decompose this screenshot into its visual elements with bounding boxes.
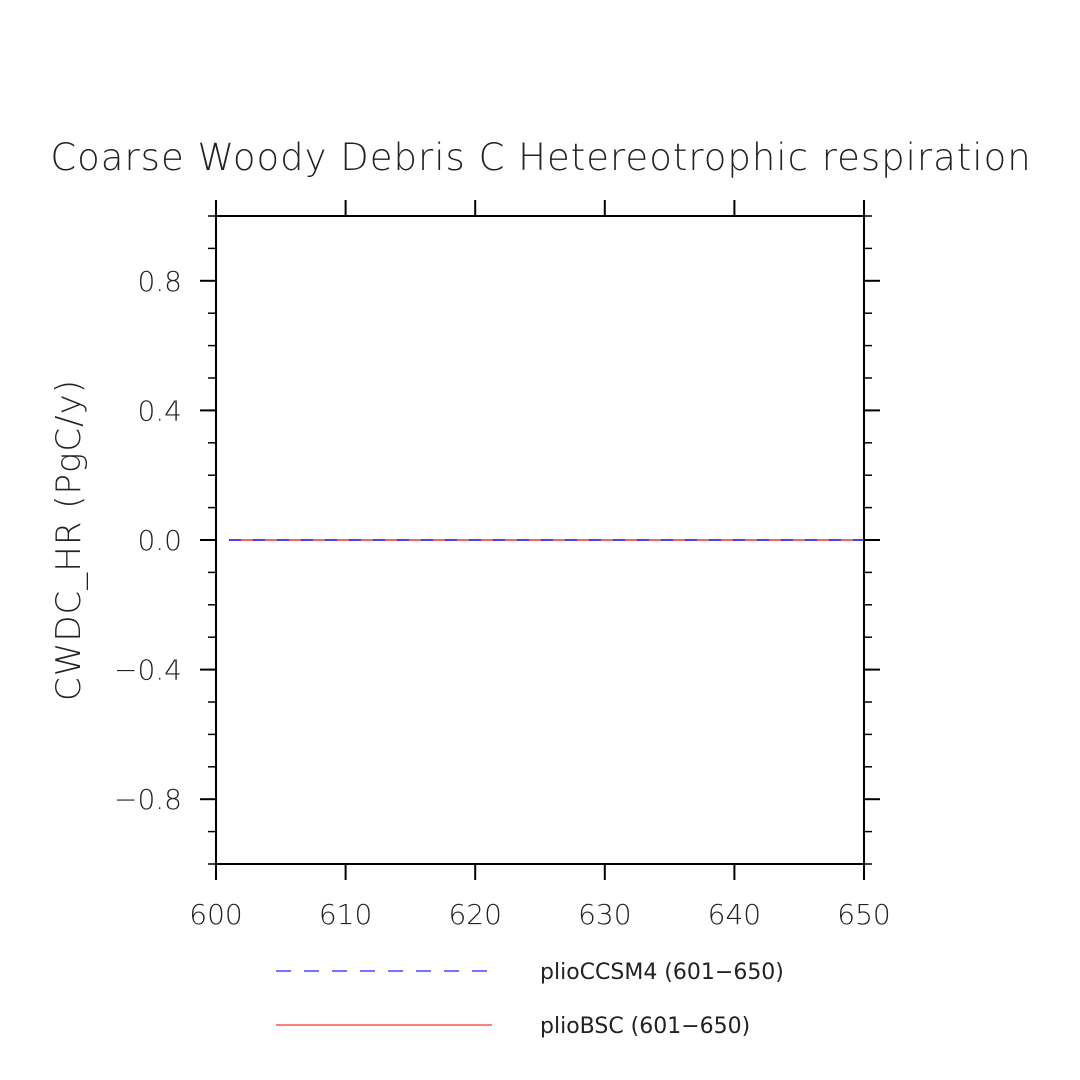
y-tick-label: −0.8: [114, 783, 182, 816]
y-axis-ticks: 0.8 0.4 0.0 −0.4 −0.8: [114, 215, 880, 865]
x-tick-label: 620: [448, 898, 501, 931]
x-tick-label: 610: [319, 898, 372, 931]
y-tick-label: 0.8: [137, 265, 182, 298]
x-tick-label: 600: [189, 898, 242, 931]
x-axis-ticks: 600 610 620 630 640 650: [189, 200, 891, 931]
y-tick-label: 0.4: [137, 394, 182, 427]
legend: plioCCSM4 (601−650) plioBSC (601−650): [276, 960, 784, 1039]
y-axis-label: CWDC_HR (PgC/y): [49, 379, 89, 701]
chart-title: Coarse Woody Debris C Hetereotrophic res…: [50, 136, 1031, 179]
x-tick-label: 630: [578, 898, 631, 931]
y-tick-label: −0.4: [114, 654, 182, 687]
legend-label: plioCCSM4 (601−650): [540, 960, 784, 985]
x-tick-label: 650: [837, 898, 890, 931]
x-tick-label: 640: [708, 898, 761, 931]
legend-label: plioBSC (601−650): [540, 1014, 750, 1039]
y-tick-label: 0.0: [137, 524, 182, 557]
